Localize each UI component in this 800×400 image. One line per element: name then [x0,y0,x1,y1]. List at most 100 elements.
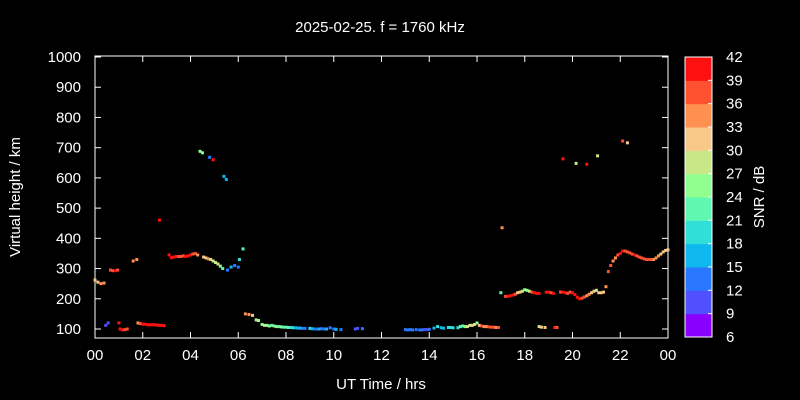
data-point [211,259,215,263]
data-point [551,291,555,295]
data-point [504,294,508,298]
data-point [328,326,332,330]
data-point [317,327,321,331]
data-point [621,139,625,143]
data-point [298,326,302,330]
data-point [432,326,436,330]
data-point [446,325,450,329]
data-point [500,226,504,230]
data-point [356,326,360,330]
data-point [602,290,606,294]
data-point [138,322,142,326]
data-point [480,324,484,328]
data-point [177,254,181,258]
colorbar-tick-label: 21 [726,212,743,229]
x-tick-label: 00 [87,347,104,364]
data-point [418,328,422,332]
data-point [118,327,122,331]
data-point [353,327,357,331]
colorbar-tick-label: 42 [726,49,743,66]
data-point [590,291,594,295]
data-point [544,290,548,294]
data-point [585,162,589,166]
data-point [222,174,226,178]
data-point [284,325,288,329]
colorbar-tick-label: 24 [726,189,743,206]
data-point [568,290,572,294]
data-point [162,324,166,328]
data-point [123,328,127,332]
colorbar-segment [685,80,712,105]
colorbar-segment [685,103,712,128]
data-point [289,325,293,329]
y-tick-label: 300 [56,261,81,278]
data-point [442,326,446,330]
data-point [473,322,477,326]
data-point [628,251,632,255]
data-point [146,323,150,327]
data-point [196,253,200,257]
colorbar-label: SNR / dB [751,166,768,229]
data-point [237,257,241,261]
data-point [257,319,261,323]
data-point [549,291,553,295]
colorbar-segment [685,313,712,338]
data-point [664,248,668,252]
data-point [458,325,462,329]
data-point [315,327,319,331]
data-point [279,325,283,329]
x-tick-label: 22 [612,347,629,364]
data-point [186,254,190,258]
data-point [582,295,586,299]
y-tick-label: 700 [56,140,81,157]
data-point [633,253,637,257]
data-point [427,327,431,331]
data-point [451,326,455,330]
data-point [465,325,469,329]
data-point [260,322,264,326]
x-tick-label: 04 [182,347,199,364]
data-point [537,291,541,295]
y-tick-label: 400 [56,230,81,247]
x-tick-label: 16 [469,347,486,364]
data-point [637,255,641,259]
data-point [494,325,498,329]
data-point [482,325,486,329]
colorbar-segment [685,173,712,198]
x-tick-label: 12 [373,347,390,364]
data-point [263,323,267,327]
data-point [179,254,183,258]
data-point [414,328,418,332]
data-point [325,327,329,331]
data-point [518,290,522,294]
data-point [571,291,574,295]
data-point [334,327,338,331]
data-point [411,328,415,332]
data-point [596,154,600,158]
data-point [274,325,278,329]
data-point [294,326,298,330]
colorbar-tick-label: 15 [726,259,743,276]
data-point [204,256,208,260]
data-points [93,139,670,332]
data-point [109,268,113,272]
data-point [422,328,426,332]
data-point [209,257,213,261]
chart-title: 2025-02-25. f = 1760 kHz [295,19,465,36]
colorbar-tick-label: 6 [726,329,734,346]
data-point [575,295,579,299]
colorbar-tick-label: 30 [726,142,743,159]
data-point [647,257,651,261]
data-point [104,323,108,327]
data-point [585,294,589,298]
colorbar-segment [685,197,712,221]
y-tick-label: 100 [56,321,81,338]
data-point [131,259,135,263]
data-point [226,268,230,272]
data-point [360,327,364,331]
data-point [656,254,660,258]
data-point [563,291,567,295]
data-point [578,297,582,301]
data-point [277,325,281,329]
